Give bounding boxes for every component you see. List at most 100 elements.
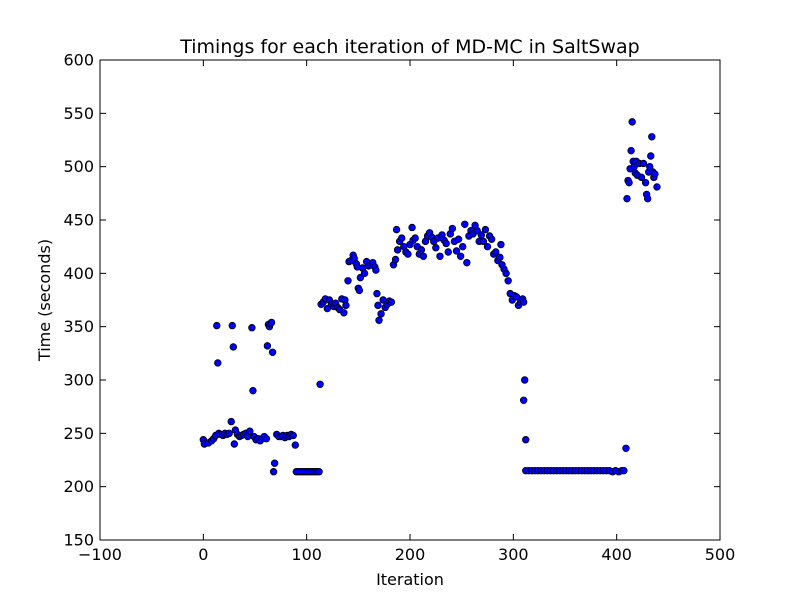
data-point [344,277,352,285]
data-point [637,173,646,182]
data-point [289,431,297,440]
data-point [651,170,659,178]
data-point [432,244,440,252]
data-point [377,310,385,318]
data-point [404,250,412,258]
data-point [372,266,380,274]
data-point [481,225,490,234]
data-point [225,429,233,438]
data-point [270,459,279,467]
data-point [267,318,276,327]
data-point [246,427,254,435]
y-tick-label: 500 [63,157,94,176]
data-point [213,321,221,330]
data-point [398,234,406,242]
x-tick-label: 100 [291,545,322,564]
y-tick-label: 150 [63,531,94,550]
data-point [522,436,530,444]
data-point [419,252,428,260]
data-point [519,396,528,404]
x-tick-label: 300 [498,545,529,564]
data-point [248,324,256,332]
data-point [459,242,467,251]
data-point [291,441,299,449]
data-point [230,440,239,448]
data-point [436,252,444,260]
data-point [483,242,492,251]
data-point [625,178,633,187]
y-tick-label: 600 [63,51,94,70]
data-point [355,286,364,295]
data-point [496,253,504,262]
data-point [521,376,529,384]
data-point [391,255,400,264]
data-point [622,444,630,452]
data-point [417,246,426,254]
data-point [263,342,272,350]
y-axis-label: Time (seconds) [35,239,54,362]
data-point [360,269,369,278]
data-point [497,240,505,249]
x-tick-label: −100 [78,545,122,564]
axis-ticks: −100 0 100 200 300 400 500 150 200 250 300 350 400 45… [63,51,735,565]
data-point [340,309,348,317]
y-tick-label: 400 [63,264,94,283]
data-point [477,231,485,239]
data-point [444,248,452,256]
data-point [620,466,628,475]
x-axis-label: Iteration [376,570,444,589]
data-point [519,298,528,306]
x-tick-label: 400 [601,545,632,564]
chart-title: Timings for each iteration of MD-MC in S… [179,36,640,58]
data-point [269,468,278,476]
data-point [408,223,416,232]
data-point [647,152,655,160]
y-tick-label: 350 [63,317,94,336]
data-point [463,258,471,267]
x-tick-label: 500 [705,545,736,564]
data-point [492,248,500,256]
data-point [316,380,324,388]
data-point [411,234,419,242]
data-point [628,118,636,126]
x-tick-label: 200 [395,545,426,564]
data-point [373,289,381,298]
data-point [646,162,654,171]
data-point [315,468,323,476]
y-tick-label: 200 [63,477,94,496]
data-point [653,183,661,191]
data-point [641,178,650,187]
data-point [487,235,496,243]
data-point [227,417,235,426]
data-point [627,146,635,155]
data-point [454,235,463,243]
data-point [643,194,652,203]
data-point [387,298,396,306]
data-point [639,159,648,168]
data-point [623,194,631,203]
data-point [448,224,457,233]
data-point [228,321,236,330]
y-tick-label: 450 [63,211,94,230]
data-point [375,316,383,324]
data-point [262,434,271,443]
y-tick-label: 250 [63,424,94,443]
data-point [479,237,488,246]
data-point [461,220,469,228]
y-tick-label: 550 [63,104,94,123]
x-tick-label: 0 [198,545,208,564]
data-point [268,348,277,356]
data-point [229,343,237,351]
y-tick-label: 300 [63,371,94,390]
data-point [393,246,402,254]
data-point [374,301,382,310]
data-point [504,277,512,285]
data-point [214,359,222,367]
data-point [442,239,450,248]
data-points [199,118,661,476]
data-point [342,301,350,310]
data-point [452,247,461,255]
data-point [456,252,465,260]
plot-area [100,60,720,540]
